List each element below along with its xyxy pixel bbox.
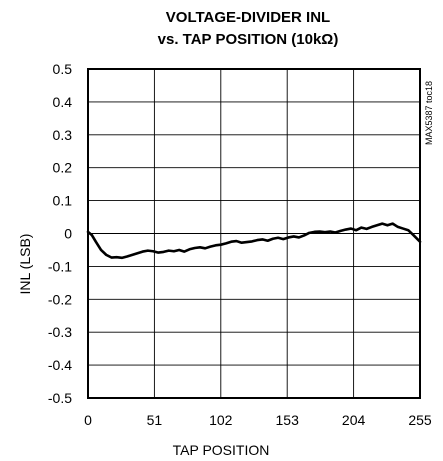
figure-code-note: MAX5387 toc18 <box>424 81 434 145</box>
inl-series-line <box>86 222 422 260</box>
x-tick-label: 102 <box>209 412 233 428</box>
x-tick-label: 204 <box>342 412 366 428</box>
y-tick-label: -0.5 <box>48 390 72 406</box>
y-axis-label: INL (LSB) <box>17 234 33 295</box>
y-tick-label: -0.3 <box>48 324 72 340</box>
y-tick-label: -0.1 <box>48 258 72 274</box>
x-tick-label: 51 <box>147 412 163 428</box>
x-tick-label: 0 <box>84 412 92 428</box>
y-tick-label: 0.3 <box>53 127 73 143</box>
y-tick-label: 0 <box>64 226 72 242</box>
y-tick-label: -0.4 <box>48 357 72 373</box>
y-tick-labels: 0.5 0.4 0.3 0.2 0.1 0 -0.1 -0.2 -0.3 -0.4 -0.5 <box>48 61 72 406</box>
y-tick-label: 0.4 <box>53 94 73 110</box>
y-tick-label: 0.1 <box>53 193 73 209</box>
chart-title-line-2: vs. TAP POSITION (10kΩ) <box>158 31 339 48</box>
x-tick-labels: 0 51 102 153 204 255 <box>84 412 432 428</box>
chart-title-line-1: VOLTAGE-DIVIDER INL <box>166 9 330 26</box>
x-tick-label: 153 <box>276 412 300 428</box>
y-tick-label: -0.2 <box>48 291 72 307</box>
y-tick-label: 0.5 <box>53 61 73 77</box>
grid-lines <box>87 68 421 399</box>
y-tick-label: 0.2 <box>53 160 73 176</box>
x-tick-label: 255 <box>408 412 432 428</box>
x-axis-label: TAP POSITION <box>173 442 270 458</box>
